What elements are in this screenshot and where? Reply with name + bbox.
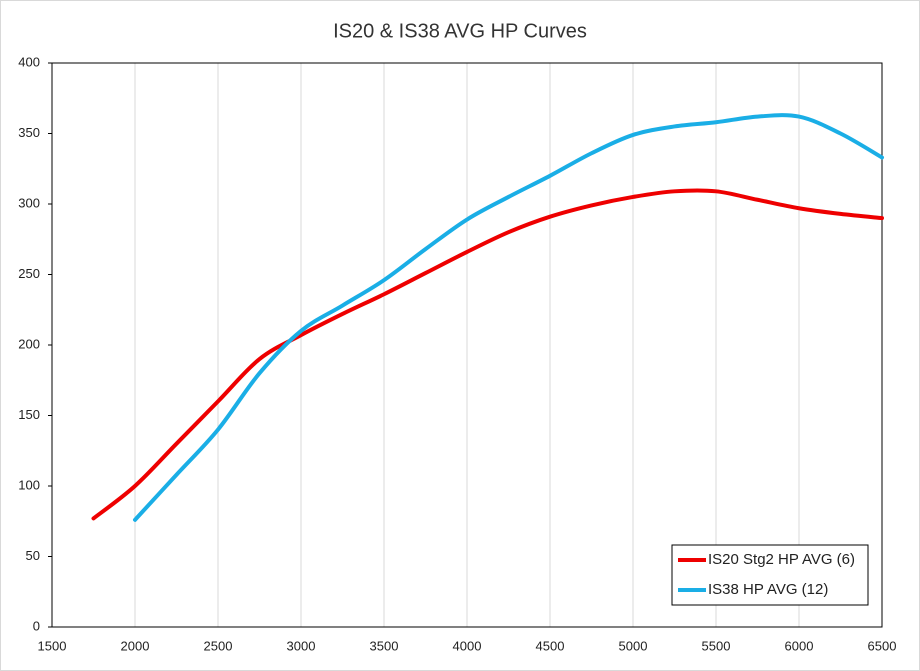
series-line <box>91 188 884 521</box>
x-tick-label: 2000 <box>121 638 150 653</box>
y-tick-label: 300 <box>18 195 40 210</box>
x-tick-label: 5000 <box>619 638 648 653</box>
x-tick-label: 3500 <box>370 638 399 653</box>
plot-border <box>51 62 883 628</box>
x-tick-label: 1500 <box>38 638 67 653</box>
series-line <box>133 113 884 522</box>
legend-label: IS20 Stg2 HP AVG (6) <box>708 551 855 568</box>
y-tick-label: 250 <box>18 266 40 281</box>
y-tick-label: 350 <box>18 125 40 140</box>
y-tick-label: 100 <box>18 477 40 492</box>
y-tick-label: 50 <box>26 548 40 563</box>
x-tick-label: 3000 <box>287 638 316 653</box>
legend-label: IS38 HP AVG (12) <box>708 581 828 598</box>
legend-box <box>671 544 869 606</box>
y-tick-label: 200 <box>18 336 40 351</box>
x-tick-label: 6000 <box>785 638 814 653</box>
x-tick-label: 6500 <box>868 638 897 653</box>
x-tick-label: 4500 <box>536 638 565 653</box>
x-tick-label: 2500 <box>204 638 233 653</box>
y-tick-label: 400 <box>18 54 40 69</box>
y-tick-label: 150 <box>18 407 40 422</box>
chart-title: IS20 & IS38 AVG HP Curves <box>333 20 587 42</box>
x-tick-label: 5500 <box>702 638 731 653</box>
y-tick-label: 0 <box>33 618 40 633</box>
x-tick-label: 4000 <box>453 638 482 653</box>
